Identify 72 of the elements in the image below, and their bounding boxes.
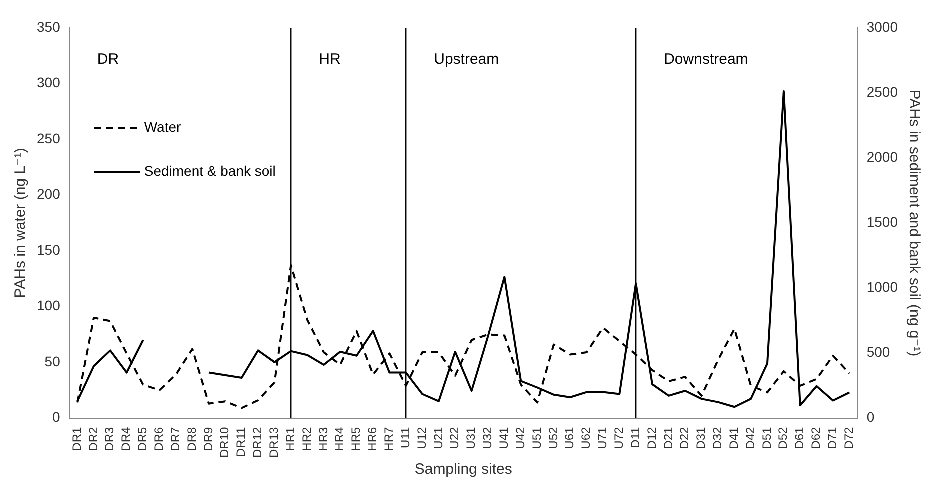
x-tick-label: DR8: [184, 427, 199, 452]
y2-tick-label: 1000: [866, 279, 898, 296]
x-tick-label: U61: [562, 426, 577, 450]
x-tick-label: U22: [448, 426, 462, 450]
y2-tick-label: 0: [866, 409, 875, 426]
x-tick-label: U42: [513, 426, 528, 450]
y-tick-label: 50: [44, 353, 61, 370]
y-tick-label: 300: [37, 74, 61, 91]
x-tick-label: D42: [743, 426, 758, 450]
x-tick-label: DR2: [86, 427, 100, 452]
x-tick-label: D31: [694, 426, 708, 450]
ref-line-label: Upstream: [434, 51, 500, 68]
x-tick-label: D71: [826, 426, 840, 450]
x-tick-label: DR12: [250, 427, 265, 458]
x-tick-label: D21: [661, 426, 676, 450]
y-tick-label: 150: [37, 242, 61, 258]
x-tick-label: HR3: [316, 427, 330, 452]
x-tick-label: HR6: [366, 427, 380, 452]
x-tick-label: D61: [792, 426, 807, 450]
x-tick-label: D22: [678, 426, 692, 450]
y-axis-title: PAHs in water (ng L⁻¹): [12, 148, 30, 298]
x-tick-label: U11: [398, 426, 412, 448]
y2-axis-title: PAHs in sediment and bank soil (ng g⁻¹): [906, 90, 923, 357]
x-tick-label: U51: [530, 426, 544, 450]
legend-label: Sediment & bank soil: [144, 162, 276, 179]
x-tick-label: U72: [612, 426, 626, 450]
y-tick-label: 200: [37, 186, 61, 202]
x-tick-label: U52: [546, 426, 560, 450]
x-tick-label: U21: [431, 426, 446, 450]
x-tick-label: DR5: [136, 427, 150, 452]
x-tick-label: DR13: [267, 427, 282, 458]
x-tick-label: U41: [496, 426, 511, 450]
x-tick-label: DR10: [218, 427, 232, 458]
x-tick-label: D72: [842, 426, 856, 450]
x-tick-label: D11: [628, 426, 642, 448]
x-tick-label: U32: [480, 426, 495, 450]
x-tick-label: HR7: [382, 427, 396, 452]
x-tick-label: DR4: [119, 427, 134, 452]
y-tick-label: 100: [37, 298, 61, 314]
x-tick-label: HR4: [332, 427, 347, 452]
x-tick-label: HR5: [349, 427, 364, 452]
x-tick-label: HR1: [283, 427, 298, 452]
x-tick-label: HR2: [300, 427, 314, 452]
ref-line-label: Downstream: [664, 51, 748, 68]
x-tick-label: U31: [464, 426, 478, 450]
x-tick-label: U71: [596, 426, 610, 450]
y-tick-label: 0: [52, 409, 61, 426]
y2-tick-label: 2500: [866, 84, 898, 100]
y-tick-label: 250: [37, 130, 61, 146]
x-tick-label: DR9: [201, 427, 216, 452]
x-tick-label: D32: [710, 426, 725, 450]
x-tick-label: DR3: [102, 427, 117, 452]
x-tick-label: D41: [726, 426, 741, 450]
y2-tick-label: 2000: [866, 148, 898, 165]
x-tick-label: D52: [776, 426, 790, 450]
x-tick-label: DR6: [152, 427, 166, 452]
legend-label: Water: [144, 118, 182, 135]
ref-line-label: HR: [319, 51, 341, 68]
x-tick-label: U12: [414, 426, 429, 450]
x-tick-label: U62: [579, 426, 594, 450]
x-tick-label: DR11: [234, 427, 248, 458]
x-tick-label: D51: [760, 426, 774, 450]
x-tick-label: D62: [809, 426, 824, 450]
y2-tick-label: 1500: [866, 214, 898, 230]
y2-tick-label: 3000: [866, 18, 898, 35]
annotation: DR: [97, 51, 120, 68]
y2-tick-label: 500: [866, 344, 890, 360]
x-tick-label: DR7: [168, 427, 182, 452]
x-axis-title: Sampling sites: [414, 461, 512, 478]
x-tick-label: D12: [644, 426, 659, 450]
x-tick-label: DR1: [70, 427, 84, 452]
y-tick-label: 350: [37, 18, 61, 35]
